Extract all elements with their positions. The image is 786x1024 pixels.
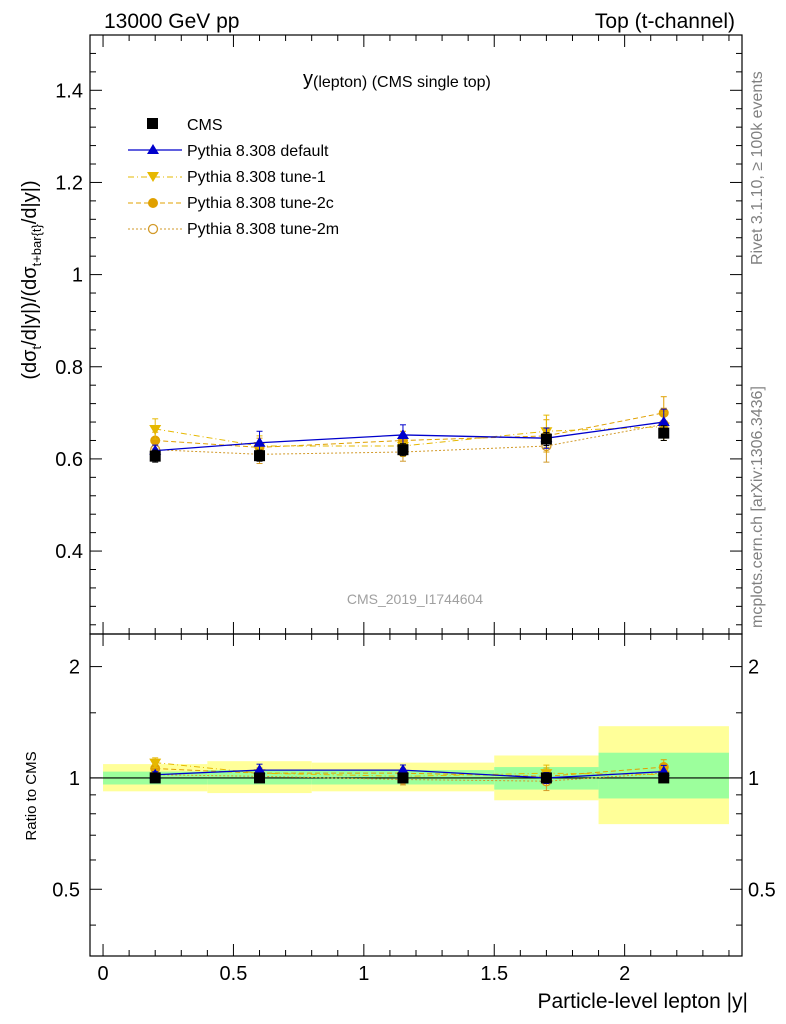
y-tick-label: 0.8	[55, 357, 83, 379]
legend-marker-cms	[147, 118, 158, 129]
rivet-label: Rivet 3.1.10, ≥ 100k events	[749, 71, 766, 265]
series-line-tune2m	[155, 772, 664, 782]
ratio-y-tick-label: 1	[748, 768, 759, 790]
x-tick-label: 1.5	[480, 963, 508, 985]
data-point-cms	[658, 427, 670, 439]
data-point-default	[396, 764, 409, 775]
x-tick-label: 0.5	[220, 963, 248, 985]
legend-label-tune2c: Pythia 8.308 tune-2c	[187, 195, 334, 212]
main-axis-ticks: 0.4 0.6 0.8 1 1.2 1.4	[55, 35, 742, 634]
series-line-default	[155, 421, 664, 452]
data-point-cms	[149, 772, 161, 784]
data-point-cms	[149, 450, 161, 462]
legend-marker-tune2m	[147, 223, 159, 235]
data-point-tune1	[149, 424, 162, 435]
data-point-cms	[540, 772, 552, 784]
legend-marker-default	[147, 144, 159, 154]
legend-marker-tune2c	[148, 198, 158, 208]
data-point-cms	[397, 772, 409, 784]
y-tick-label: 1.4	[55, 80, 83, 102]
mcplots-label: mcplots.cern.ch [arXiv:1306.3436]	[749, 386, 766, 628]
data-point-cms	[397, 444, 409, 456]
data-point-default	[657, 416, 670, 427]
ratio-plot: 0 0.5 1 1.5 2 0.5 0.5 1 1 2 2 Ratio to CMS	[23, 633, 776, 985]
header-right: Top (t-channel)	[595, 10, 735, 33]
data-point-cms	[254, 450, 266, 462]
ratio-y-tick-label: 1	[69, 768, 80, 790]
data-point-tune1	[149, 758, 162, 769]
data-point-default	[253, 764, 266, 775]
series-line-tune2m	[155, 423, 664, 455]
y-tick-label: 0.4	[55, 541, 83, 563]
x-axis-label: Particle-level lepton |y|	[537, 990, 748, 1013]
main-plot: 0.4 0.6 0.8 1 1.2 1.4 y(lepton) (CMS single t…	[19, 34, 743, 635]
y-axis-label: (dσt/d|y|)/(dσt+bar{t}/d|y|)	[19, 180, 44, 379]
ratio-y-tick-label: 0.5	[748, 879, 776, 901]
data-point-cms	[540, 433, 552, 445]
main-series-layer	[149, 396, 670, 465]
legend-label-tune1: Pythia 8.308 tune-1	[187, 169, 326, 186]
plot-title-main: y(lepton) (CMS single top)	[303, 68, 491, 91]
header-left: 13000 GeV pp	[104, 10, 239, 33]
data-point-default	[396, 428, 409, 439]
data-point-default	[253, 436, 266, 447]
y-tick-label: 1.2	[55, 172, 83, 194]
data-point-cms	[254, 772, 266, 784]
ratio-y-axis-label: Ratio to CMS	[23, 751, 40, 840]
ratio-y-tick-label: 0.5	[52, 879, 80, 901]
series-line-tune1	[155, 426, 664, 447]
watermark: CMS_2019_I1744604	[347, 591, 483, 607]
ratio-series-layer	[149, 757, 670, 792]
x-tick-label: 2	[619, 963, 630, 985]
legend-marker-tune1	[147, 172, 159, 182]
ratio-y-tick-label: 2	[69, 657, 80, 679]
data-point-cms	[658, 772, 670, 784]
ratio-y-tick-label: 2	[748, 657, 759, 679]
y-tick-label: 1	[72, 265, 83, 287]
legend-label-default: Pythia 8.308 default	[187, 143, 329, 160]
x-tick-label: 1	[358, 963, 369, 985]
legend-label-tune2m: Pythia 8.308 tune-2m	[187, 221, 339, 238]
ratio-axis-ticks: 0 0.5 1 1.5 2 0.5 0.5 1 1 2 2	[52, 634, 776, 985]
x-tick-label: 0	[97, 963, 108, 985]
data-point-tune2c	[150, 435, 161, 446]
legend: CMS Pythia 8.308 default Pythia 8.308 tu…	[128, 117, 339, 238]
y-tick-label: 0.6	[55, 449, 83, 471]
legend-label-cms: CMS	[187, 117, 223, 134]
